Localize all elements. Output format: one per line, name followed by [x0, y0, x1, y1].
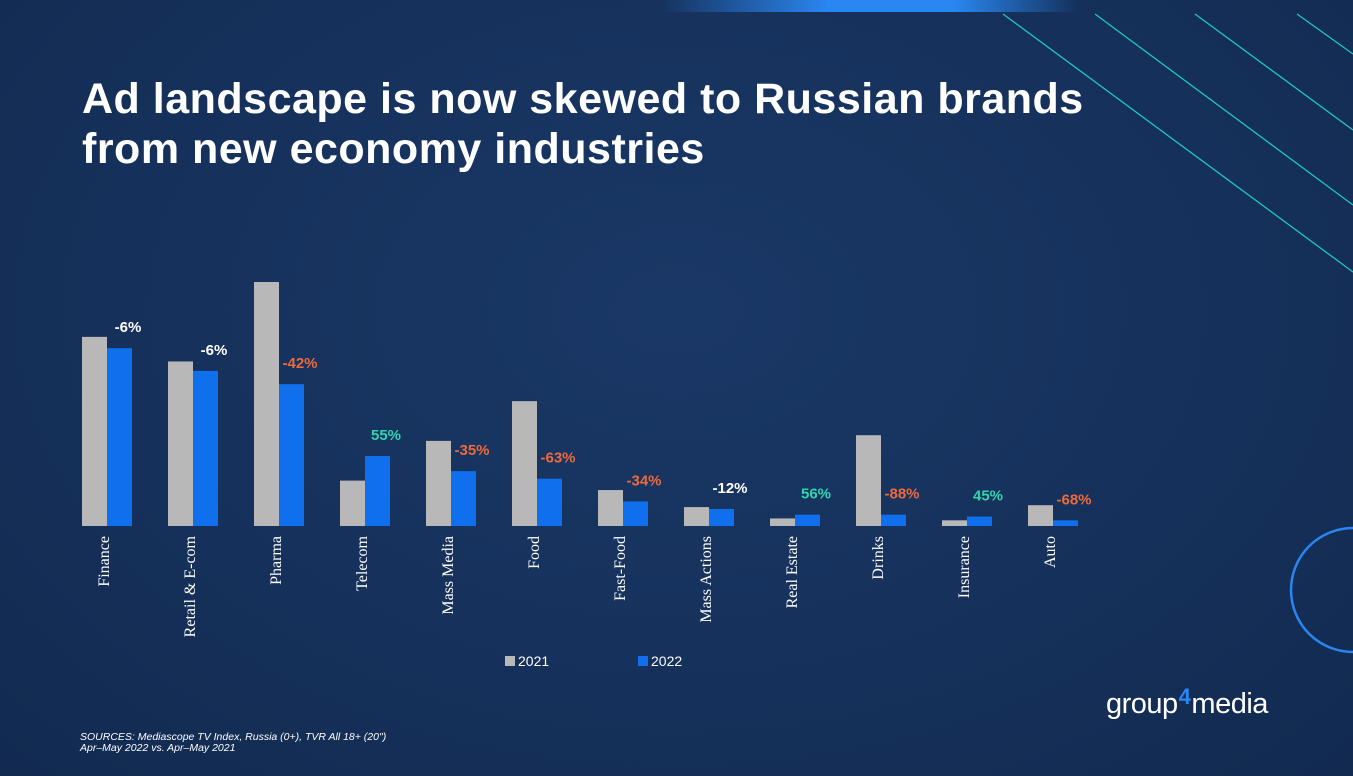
category-labels-group: Finance Retail & E-com Pharma Telecom Mass M…: [96, 535, 1059, 637]
category-label-mass-media: Mass Media: [440, 536, 457, 615]
legend-label-2022: 2022: [651, 653, 682, 669]
data-labels-group: -6% -6% -42% 55% -35% -63% -34% -12% 56% -88% 45% -…: [115, 319, 1092, 508]
data-label-mass-media: -35%: [454, 442, 489, 459]
data-label-finance: -6%: [115, 319, 142, 336]
bar-mass-media-2021: [426, 440, 451, 526]
data-label-telecom: 55%: [371, 427, 401, 444]
category-label-mass-actions: Mass Actions: [698, 536, 715, 623]
bar-food-2021: [512, 401, 537, 526]
half-circle-decoration: [1289, 526, 1353, 654]
bar-fast-food-2021: [598, 490, 623, 526]
category-label-fast-food: Fast-Food: [612, 536, 629, 601]
category-label-retail-e-com: Retail & E-com: [182, 535, 199, 637]
bar-retail-e-com-2022: [193, 370, 218, 526]
bar-real-estate-2022: [795, 514, 820, 526]
bar-telecom-2022: [365, 456, 390, 526]
bar-auto-2022: [1053, 520, 1078, 526]
page-title: Ad landscape is now skewed to Russian br…: [82, 75, 1084, 173]
data-label-food: -63%: [540, 450, 575, 467]
data-label-retail-e-com: -6%: [201, 342, 228, 359]
logo-text-media: media: [1191, 688, 1268, 720]
bar-pharma-2021: [254, 282, 279, 526]
category-label-real-estate: Real Estate: [784, 536, 801, 608]
deco-line: [1296, 13, 1353, 55]
bar-retail-e-com-2021: [168, 361, 193, 526]
bar-drinks-2021: [856, 435, 881, 526]
group4media-logo: group4media: [1106, 684, 1268, 721]
category-label-auto: Auto: [1042, 536, 1059, 568]
bar-pharma-2022: [279, 384, 304, 526]
bars-group: [82, 282, 1078, 526]
category-label-insurance: Insurance: [956, 536, 973, 598]
category-label-pharma: Pharma: [268, 536, 285, 585]
sources-note: SOURCES: Mediascope TV Index, Russia (0+…: [80, 732, 600, 754]
bar-telecom-2021: [340, 480, 365, 526]
legend: 2021 2022: [505, 653, 682, 669]
data-label-auto: -68%: [1056, 491, 1091, 508]
bar-auto-2021: [1028, 505, 1053, 526]
legend-swatch-2021: [505, 656, 515, 666]
legend-label-2021: 2021: [518, 653, 549, 669]
bar-mass-media-2022: [451, 471, 476, 526]
bar-fast-food-2022: [623, 501, 648, 526]
sources-line-1: SOURCES: Mediascope TV Index, Russia (0+…: [80, 731, 387, 743]
sources-line-2: Apr–May 2022 vs. Apr–May 2021: [80, 742, 236, 754]
bar-insurance-2022: [967, 516, 992, 526]
logo-text-4: 4: [1178, 684, 1191, 709]
logo-text-group: group: [1106, 688, 1178, 720]
category-label-finance: Finance: [96, 536, 113, 587]
bar-insurance-2021: [942, 520, 967, 526]
data-label-mass-actions: -12%: [712, 480, 747, 497]
bar-mass-actions-2021: [684, 507, 709, 526]
bar-mass-actions-2022: [709, 508, 734, 526]
deco-line: [1002, 13, 1353, 273]
bar-finance-2021: [82, 336, 107, 526]
data-label-real-estate: 56%: [801, 486, 831, 503]
data-label-drinks: -88%: [884, 486, 919, 503]
deco-line: [1094, 13, 1353, 206]
bar-real-estate-2021: [770, 518, 795, 526]
legend-swatch-2022: [638, 656, 648, 666]
category-label-food: Food: [526, 536, 543, 569]
bar-food-2022: [537, 478, 562, 526]
data-label-fast-food: -34%: [626, 472, 661, 489]
data-label-pharma: -42%: [282, 355, 317, 372]
category-label-telecom: Telecom: [354, 535, 371, 590]
category-label-drinks: Drinks: [870, 536, 887, 580]
top-glow-decoration: [660, 0, 1080, 12]
deco-line: [1194, 13, 1353, 131]
bar-finance-2022: [107, 348, 132, 526]
data-label-insurance: 45%: [973, 488, 1003, 505]
bar-drinks-2022: [881, 514, 906, 526]
